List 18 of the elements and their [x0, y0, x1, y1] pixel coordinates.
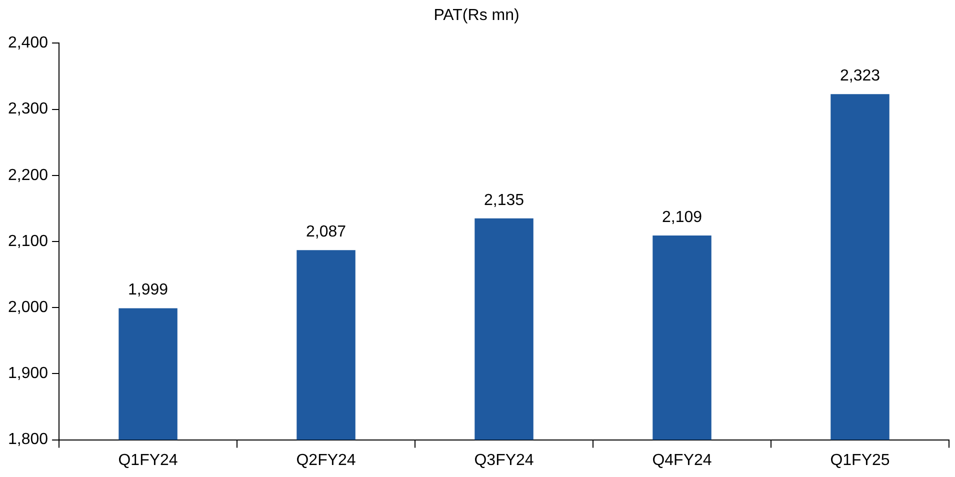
y-tick-label: 2,100 [8, 232, 48, 250]
data-label: 2,323 [840, 68, 880, 85]
x-tick-label: Q3FY24 [474, 452, 534, 469]
data-label: 2,109 [662, 208, 702, 226]
x-tick-label: Q1FY24 [118, 452, 178, 469]
data-label: 1,999 [128, 282, 168, 299]
chart-title: PAT(Rs mn) [434, 7, 520, 24]
y-tick-label: 1,800 [8, 431, 48, 448]
y-tick-label: 2,000 [8, 299, 48, 316]
data-label: 2,135 [484, 192, 524, 209]
y-tick-label: 2,400 [8, 34, 48, 52]
data-label: 2,087 [306, 224, 346, 240]
y-tick-label: 2,200 [8, 166, 48, 184]
x-tick-label: Q4FY24 [652, 452, 712, 469]
x-tick-label: Q2FY24 [296, 452, 356, 469]
x-tick-label: Q1FY25 [830, 452, 890, 469]
y-tick-label: 1,900 [8, 365, 48, 382]
y-tick-label: 2,300 [8, 100, 48, 118]
